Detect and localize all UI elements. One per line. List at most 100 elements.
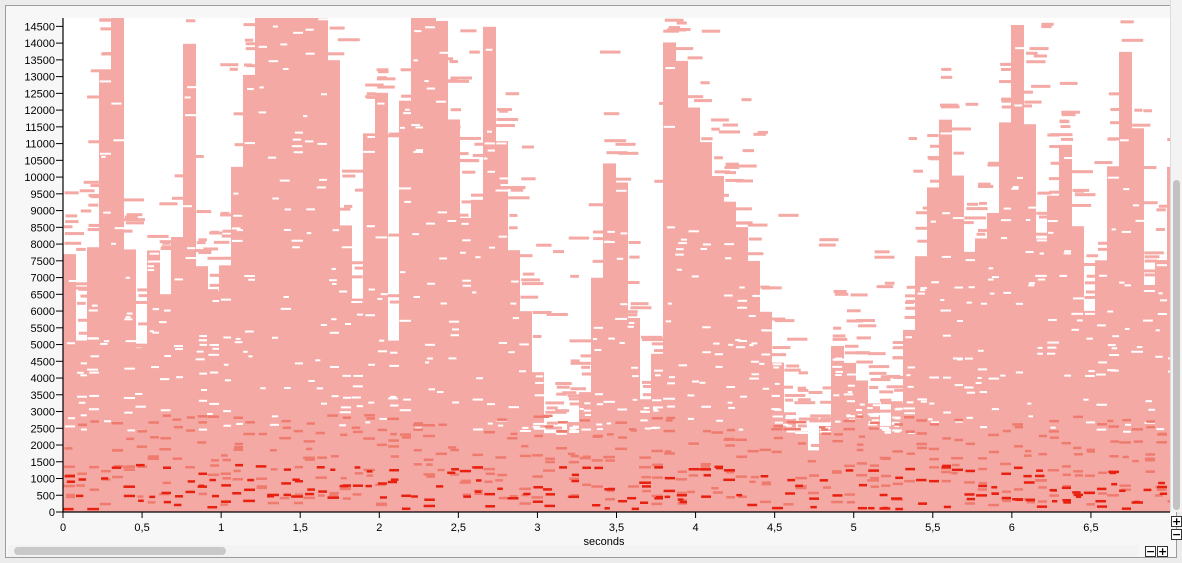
spectrogram-stripe — [496, 117, 519, 121]
spectrogram-column — [927, 187, 940, 512]
spectrogram-stripe — [64, 474, 80, 478]
spectrogram-gap — [1143, 290, 1158, 293]
spectrogram-stripe — [999, 80, 1017, 84]
y-tick-label: 2500 — [31, 423, 55, 435]
spectrogram-stripe — [856, 473, 875, 477]
spectrogram-stripe — [1139, 201, 1158, 205]
spectrogram-stripe — [281, 482, 297, 485]
spectrogram-stripe — [627, 496, 637, 500]
spectrogram-gap — [584, 402, 591, 405]
spectrogram-stripe — [659, 101, 670, 105]
spectrogram-gap — [80, 414, 87, 417]
spectrogram-stripe — [388, 445, 402, 448]
spectrogram-gap — [339, 411, 352, 414]
spectrogram-column — [867, 403, 880, 512]
spectrogram-stripe — [1098, 492, 1115, 495]
spectrogram-column — [747, 260, 760, 512]
spectrogram-stripe — [233, 112, 249, 116]
spectrogram-stripe — [606, 433, 614, 436]
spectrogram-gap — [968, 286, 975, 289]
spectrogram-gap — [87, 368, 99, 371]
spectrogram-stripe — [1156, 208, 1166, 212]
spectrogram-stripe — [474, 490, 482, 493]
spectrogram-stripe — [483, 467, 499, 471]
spectrogram-gap — [603, 400, 617, 403]
spectrogram-gap — [1028, 282, 1040, 285]
spectrogram-gap — [103, 211, 111, 214]
spectrogram-stripe — [783, 427, 801, 431]
spectrogram-stripe — [892, 482, 904, 486]
spectrogram-gap — [667, 382, 676, 385]
spectrogram-gap — [606, 422, 612, 425]
spectrogram-stripe — [978, 484, 991, 488]
spectrogram-stripe — [497, 473, 511, 477]
spectrogram-gap — [340, 406, 353, 409]
spectrogram-gap — [366, 225, 375, 228]
spectrogram-stripe — [832, 494, 843, 497]
horizontal-scroll-thumb[interactable] — [14, 547, 226, 555]
spectrogram-stripe — [327, 496, 344, 499]
spectrogram-gap — [224, 379, 232, 382]
spectrogram-stripe — [832, 337, 848, 341]
spectrogram-stripe — [303, 456, 322, 460]
spectrogram-stripe — [198, 484, 205, 488]
spectrogram-stripe — [126, 465, 136, 468]
spectrogram-stripe — [736, 493, 743, 497]
spectrogram-stripe — [303, 496, 321, 500]
spectrogram-gap — [1168, 370, 1170, 373]
y-tick-label: 11500 — [25, 122, 55, 134]
spectrogram-stripe — [965, 442, 976, 446]
spectrogram-stripe — [305, 492, 315, 496]
x-tick-label: 5,5 — [925, 522, 940, 534]
spectrogram-stripe — [886, 385, 907, 389]
spectrogram-stripe — [784, 393, 806, 397]
vertical-scroll-thumb[interactable] — [1173, 180, 1180, 510]
spectrogram-stripe — [366, 92, 376, 96]
vertical-zoom-in-button[interactable]: + — [1171, 515, 1182, 528]
spectrogram-stripe — [255, 465, 267, 468]
spectrogram-gap — [663, 397, 676, 400]
vertical-scrollbar[interactable] — [1170, 0, 1182, 512]
spectrogram-gap — [892, 429, 902, 432]
spectrogram-gap — [378, 339, 385, 342]
spectrogram-stripe — [147, 501, 156, 504]
horizontal-zoom-in-button[interactable]: + — [1157, 545, 1168, 558]
spectrogram-gap — [906, 401, 914, 404]
spectrogram-gap — [1025, 251, 1034, 254]
spectrogram-gap — [654, 374, 661, 377]
spectrogram-gap — [497, 424, 504, 427]
spectrogram-stripe — [1119, 484, 1134, 487]
spectrogram-gap — [1119, 139, 1129, 142]
spectrogram-stripe — [1062, 473, 1077, 477]
spectrogram-stripe — [1026, 60, 1046, 64]
spectrogram-gap — [941, 255, 952, 258]
spectrogram-gap — [620, 232, 628, 235]
spectrogram-gap — [1155, 355, 1163, 358]
spectrogram-gap — [315, 359, 321, 362]
spectrogram-gap — [404, 108, 410, 111]
spectrogram-gap — [232, 239, 243, 242]
spectrogram-stripe — [879, 390, 894, 394]
spectrogram-stripe — [436, 485, 444, 488]
spectrogram-column — [447, 119, 460, 512]
spectrogram-gap — [1119, 281, 1125, 284]
spectrogram-stripe — [1060, 137, 1074, 141]
spectrogram-gap — [979, 391, 991, 394]
spectrogram-stripe — [870, 485, 883, 488]
horizontal-scrollbar[interactable] — [8, 545, 1138, 557]
spectrogram-stripe — [352, 430, 365, 434]
spectrogram-stripe — [161, 491, 176, 495]
spectrogram-stripe — [855, 319, 875, 323]
y-tick-label: 2000 — [31, 440, 55, 452]
spectrogram-stripe — [461, 200, 473, 204]
spectrogram-gap — [427, 357, 433, 360]
spectrogram-stripe — [977, 457, 989, 460]
spectrogram-gap — [676, 268, 682, 271]
spectrogram-gap — [1109, 354, 1120, 357]
spectrogram-stripe — [887, 374, 901, 378]
spectrogram-gap — [847, 391, 853, 394]
spectrogram-column — [423, 18, 436, 512]
vertical-zoom-out-button[interactable]: − — [1171, 528, 1182, 541]
spectrogram-gap — [942, 212, 951, 215]
horizontal-zoom-out-button[interactable]: − — [1145, 545, 1156, 558]
